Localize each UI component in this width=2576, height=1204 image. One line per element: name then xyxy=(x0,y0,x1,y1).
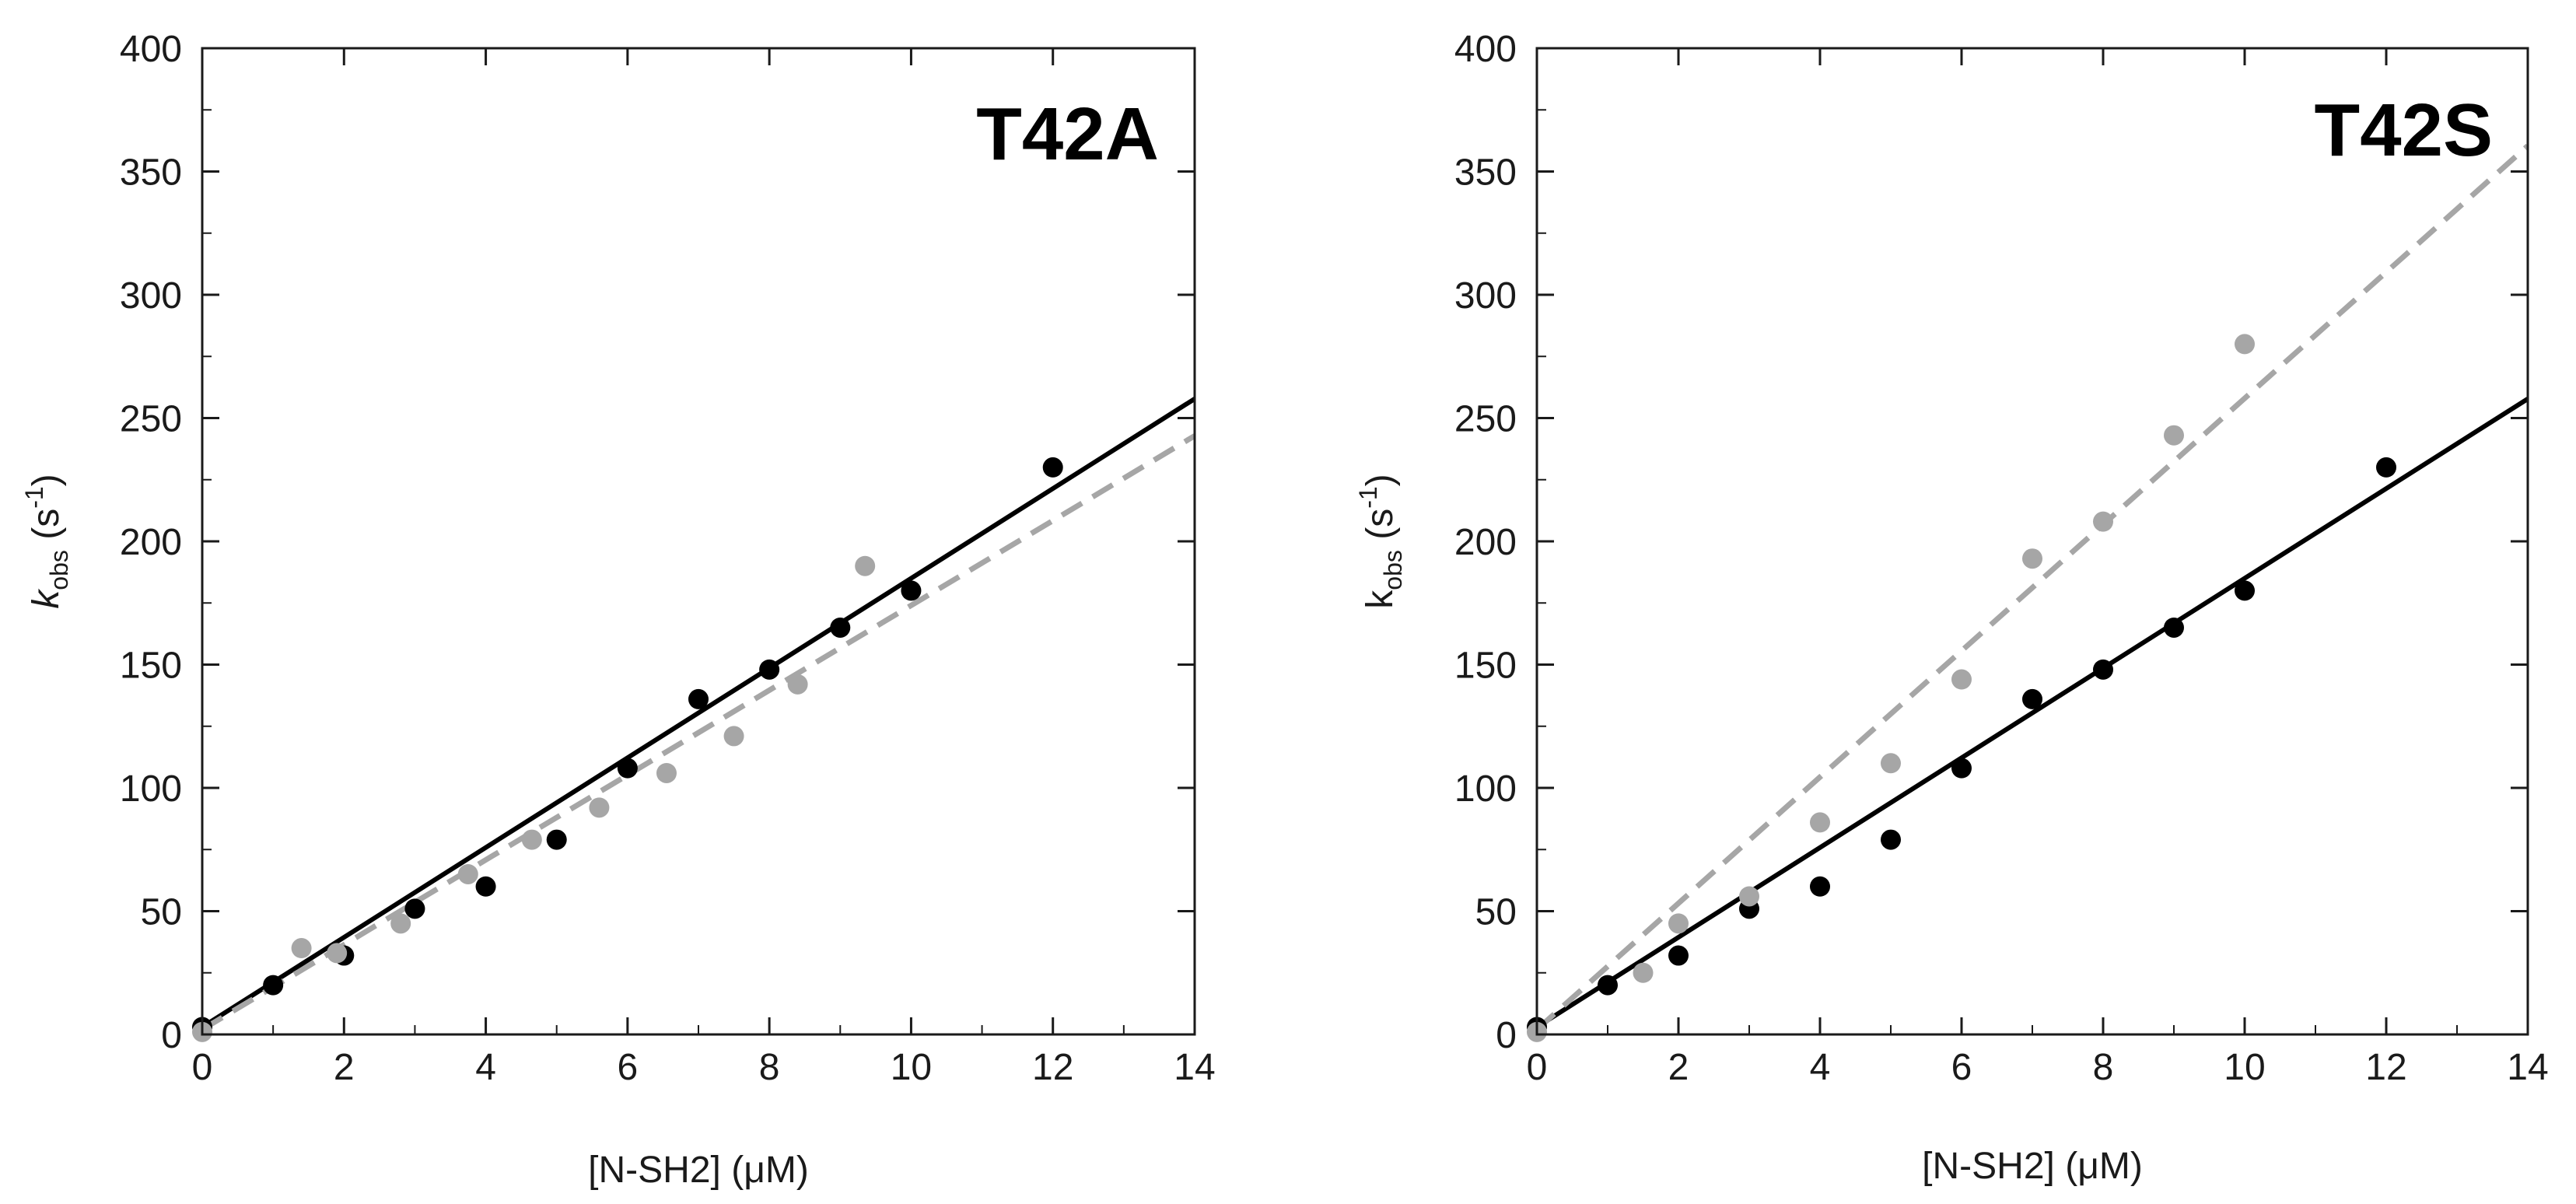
data-point-gray xyxy=(1668,913,1689,934)
panel-t42a: 0 2 4 6 8 10 12 14 0 50 100 150 200 250 300 350 400 [N-SH… xyxy=(20,29,1216,1191)
y-tick-label: 50 xyxy=(141,892,182,933)
data-point-gray xyxy=(457,863,478,884)
data-point-gray xyxy=(787,674,808,695)
y-tick-label: 0 xyxy=(1496,1015,1517,1056)
x-tick-label: 14 xyxy=(1174,1047,1215,1088)
x-tick-label: 10 xyxy=(2224,1047,2265,1088)
data-point-black xyxy=(2376,457,2396,478)
plot-frame xyxy=(1535,47,2529,1036)
data-point-gray xyxy=(1810,812,1830,833)
panel-title: T42S xyxy=(2315,89,2493,172)
y-tick-label: 150 xyxy=(1454,646,1517,687)
y-tick-label: 250 xyxy=(1454,399,1517,440)
data-point-black xyxy=(2164,617,2184,638)
data-point-gray xyxy=(656,762,677,783)
data-point-black xyxy=(546,829,567,850)
x-tick-label: 6 xyxy=(618,1047,639,1088)
data-point-gray xyxy=(1951,669,1972,690)
y-tick-label: 250 xyxy=(120,399,182,440)
x-tick-label: 8 xyxy=(2093,1047,2114,1088)
x-tick-label: 12 xyxy=(1032,1047,1073,1088)
data-point-black xyxy=(759,659,780,680)
y-axis-title: kobs (s-1) xyxy=(1354,474,1407,608)
data-point-gray xyxy=(2093,511,2113,532)
data-point-black xyxy=(1042,457,1063,478)
data-point-gray xyxy=(1739,886,1759,907)
x-tick-label: 2 xyxy=(334,1047,355,1088)
fit-line-gray xyxy=(1537,143,2528,1032)
data-point-gray xyxy=(589,797,610,818)
x-axis-title: [N-SH2] (μM) xyxy=(588,1150,809,1191)
panel-title: T42A xyxy=(976,93,1159,176)
y-tick-label: 300 xyxy=(120,275,182,317)
x-tick-label: 2 xyxy=(1668,1047,1689,1088)
panel-t42s: 0 2 4 6 8 10 12 14 0 50 100 150 200 250 300 350 400 [N-SH… xyxy=(1354,29,2549,1187)
y-tick-label: 400 xyxy=(120,29,182,70)
data-point-gray xyxy=(723,726,744,747)
data-point-black xyxy=(617,758,638,779)
fit-line-black xyxy=(202,397,1195,1030)
y-tick-label: 350 xyxy=(1454,152,1517,194)
data-point-black xyxy=(1881,829,1901,850)
data-point-black xyxy=(404,898,425,919)
y-tick-label: 0 xyxy=(161,1015,182,1056)
data-point-black xyxy=(2022,688,2042,709)
y-tick-label: 100 xyxy=(120,768,182,810)
y-tick-label: 300 xyxy=(1454,275,1517,317)
x-tick-label: 14 xyxy=(2507,1047,2548,1088)
x-axis-title: [N-SH2] (μM) xyxy=(1922,1146,2143,1187)
data-point-gray xyxy=(1881,753,1901,774)
data-point-black xyxy=(2093,659,2113,680)
x-tick-label: 6 xyxy=(1951,1047,1972,1088)
data-point-gray xyxy=(1633,962,1654,983)
data-point-black xyxy=(1951,758,1972,779)
data-point-gray xyxy=(2235,334,2255,355)
data-point-black xyxy=(688,688,709,709)
y-tick-label: 50 xyxy=(1475,892,1517,933)
y-tick-label: 350 xyxy=(120,152,182,194)
x-tick-label: 4 xyxy=(475,1047,496,1088)
y-axis-title: kobs (s-1) xyxy=(20,474,73,608)
x-tick-label: 12 xyxy=(2365,1047,2406,1088)
data-point-black xyxy=(1598,975,1618,996)
data-point-black xyxy=(475,876,496,897)
data-point-black xyxy=(901,580,922,601)
data-point-black xyxy=(2235,580,2255,601)
y-tick-label: 200 xyxy=(120,522,182,563)
data-point-gray xyxy=(2164,425,2184,446)
data-point-black xyxy=(263,975,284,996)
data-point-gray xyxy=(2022,548,2042,569)
plot-frame xyxy=(201,47,1196,1036)
fit-line-gray xyxy=(202,433,1195,1032)
data-point-gray xyxy=(327,943,348,964)
data-point-gray xyxy=(521,829,542,850)
data-point-black xyxy=(1810,876,1830,897)
data-point-black xyxy=(1668,945,1689,966)
data-point-black xyxy=(830,617,851,638)
x-tick-label: 0 xyxy=(1527,1047,1548,1088)
y-tick-label: 150 xyxy=(120,646,182,687)
y-tick-label: 200 xyxy=(1454,522,1517,563)
x-tick-label: 0 xyxy=(192,1047,213,1088)
y-tick-label: 100 xyxy=(1454,768,1517,810)
data-point-gray xyxy=(291,938,312,959)
x-tick-label: 4 xyxy=(1810,1047,1831,1088)
data-point-gray xyxy=(855,555,876,576)
data-point-gray xyxy=(390,913,411,934)
y-tick-label: 400 xyxy=(1454,29,1517,70)
x-tick-label: 10 xyxy=(891,1047,932,1088)
fit-line-black xyxy=(1537,397,2528,1030)
x-tick-label: 8 xyxy=(759,1047,780,1088)
